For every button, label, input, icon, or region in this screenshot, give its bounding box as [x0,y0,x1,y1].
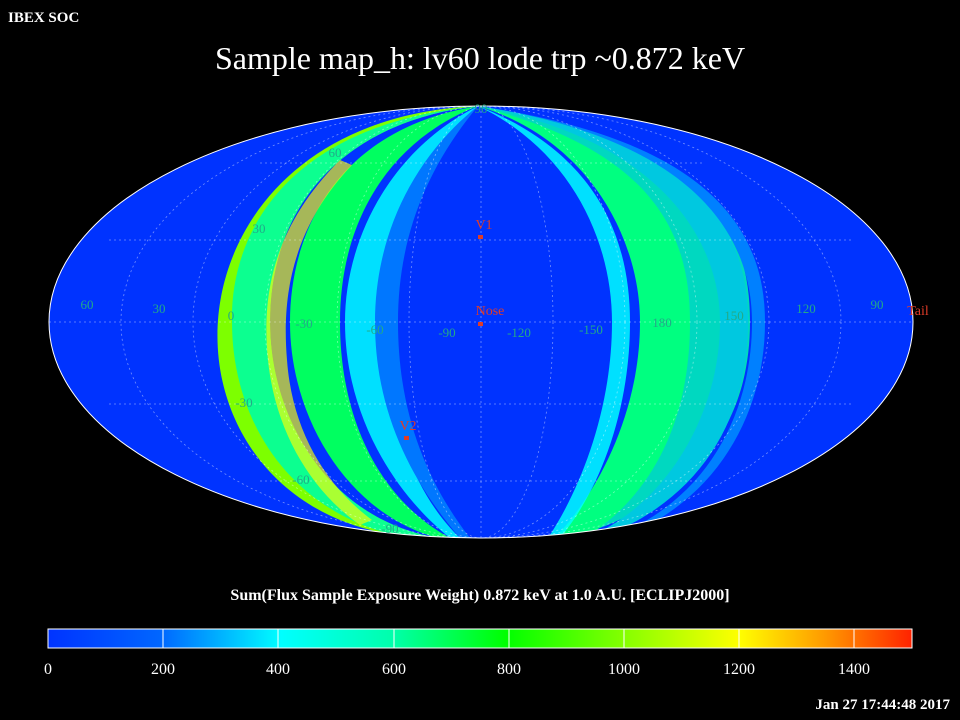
markers: V1 Nose V2 Tail [399,218,929,440]
colorbar-tick: 1200 [723,661,755,678]
colorbar-gradient [48,629,912,648]
flux-band-right-inner [478,106,630,538]
colorbar-ticks: 0 200 400 600 800 1000 1200 1400 [44,661,870,678]
marker-label-tail: Tail [907,304,929,319]
lon-label: -150 [579,322,603,337]
org-label: IBEX SOC [8,10,80,26]
lat-label: -30 [235,395,252,410]
lon-label: 180 [652,315,672,330]
latitude-labels: 90 60 30 -30 -60 -90 [235,101,487,536]
colorbar-tick: 200 [151,661,175,678]
flux-band-left-core [375,106,478,538]
flux-band-left-mid [290,106,478,538]
lat-label: -60 [292,472,309,487]
colorbar-tick: 1400 [838,661,870,678]
flux-band-left-inner [345,106,478,538]
flux-band-right-outer [478,106,750,538]
lon-label: 150 [724,308,744,323]
lat-label: 60 [329,145,342,160]
marker-dot-v2 [404,436,409,440]
lon-label: 0 [228,308,235,323]
lon-label: -120 [507,325,531,340]
map-title: Sample map_h: lv60 lode trp ~0.872 keV [214,40,746,76]
lon-label: 120 [796,301,816,316]
marker-dot-v1 [478,235,483,239]
graticule [49,106,913,538]
lon-label: -90 [438,325,455,340]
lon-label: -30 [295,316,312,331]
lat-label: 30 [253,221,266,236]
marker-dot-nose [478,322,483,326]
flux-band-right-mid [478,106,690,538]
colorbar-tick: 400 [266,661,290,678]
longitude-labels: 60 30 0 -30 -60 -90 -120 -150 180 150 12… [81,297,884,340]
flux-bands [217,106,765,538]
marker-label-v1: V1 [475,218,492,233]
colorbar-tick: 800 [497,661,521,678]
lon-label: 90 [871,297,884,312]
map-outline [48,105,914,539]
flux-band-left-peak [266,160,372,525]
lon-label: 60 [81,297,94,312]
colorbar-dividers [162,629,855,648]
colorbar-label: Sum(Flux Sample Exposure Weight) 0.872 k… [230,587,730,604]
lat-label: 90 [475,101,488,116]
colorbar-frame [47,628,913,649]
colorbar: 0 200 400 600 800 1000 1200 1400 [44,628,913,678]
lon-label: 30 [153,301,166,316]
marker-label-nose: Nose [476,304,505,319]
marker-label-v2: V2 [399,419,416,434]
colorbar-tick: 600 [382,661,406,678]
lon-label: -60 [366,322,383,337]
colorbar-tick: 0 [44,661,52,678]
lat-label: -90 [381,521,398,536]
timestamp: Jan 27 17:44:48 2017 [815,697,950,713]
colorbar-tick: 1000 [608,661,640,678]
